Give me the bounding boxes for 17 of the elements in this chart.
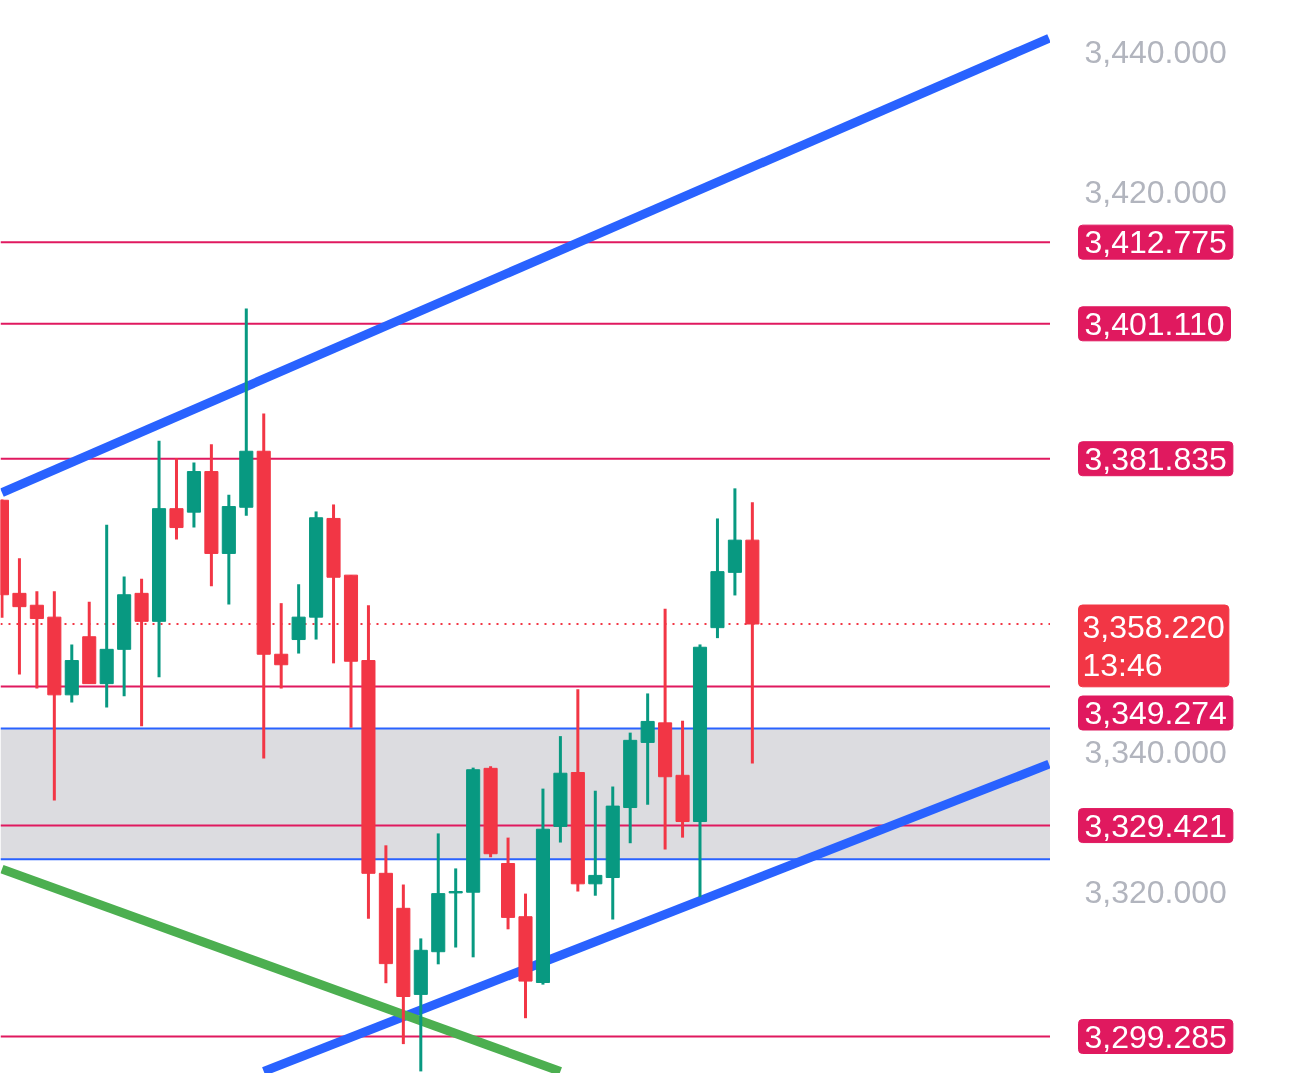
ref-line-label: 3,381.835 [1084,440,1227,477]
y-tick-label: 3,340.000 [1084,733,1227,770]
candlestick [448,868,463,948]
y-tick-label: 3,420.000 [1084,173,1227,210]
candlestick [291,584,306,654]
candlestick [640,693,655,805]
ref-line-label: 3,299.285 [1084,1018,1227,1055]
ref-line-label: 3,401.110 [1084,305,1225,342]
ref-line-label: 3,358.220 13:46 [1082,609,1225,683]
y-tick-label: 3,440.000 [1084,33,1227,70]
y-tick-label: 3,320.000 [1084,873,1227,910]
ref-line-label: 3,329.421 [1084,807,1227,844]
candlestick [274,603,289,689]
candlestick [169,458,184,540]
ref-line-label: 3,412.775 [1084,224,1227,261]
candlestick [588,790,603,896]
ref-line-label: 3,349.274 [1084,695,1227,731]
